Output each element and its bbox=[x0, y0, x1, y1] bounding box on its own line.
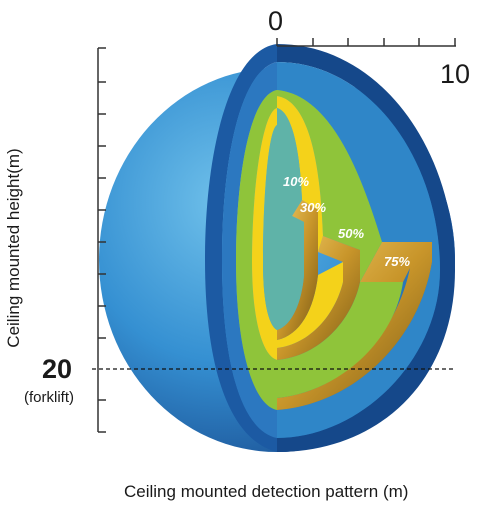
x-axis-label: Ceiling mounted detection pattern (m) bbox=[124, 482, 409, 501]
zone-gold-rim-50 bbox=[277, 236, 360, 360]
zone-30-lower bbox=[277, 262, 343, 348]
section-left-teal bbox=[263, 125, 277, 330]
label-75: 75% bbox=[384, 254, 410, 269]
zone-gold-rim-30 bbox=[277, 200, 318, 340]
section-left-blue bbox=[222, 62, 277, 438]
zone-75 bbox=[277, 62, 440, 438]
zone-10 bbox=[277, 108, 304, 330]
forklift-note: (forklift) bbox=[24, 389, 74, 406]
depth-mark-label: 20 bbox=[42, 354, 72, 384]
zone-30 bbox=[277, 96, 323, 252]
zone-50-lower bbox=[277, 282, 403, 398]
zone-outer-band bbox=[277, 44, 455, 452]
top-end-label: 10 bbox=[440, 59, 470, 89]
label-10: 10% bbox=[283, 174, 309, 189]
y-axis-label: Ceiling mounted height(m) bbox=[4, 148, 23, 348]
zone-gold-rim-75 bbox=[277, 242, 432, 410]
left-axis-ticks bbox=[98, 47, 106, 433]
label-30: 30% bbox=[300, 200, 326, 215]
section-left-dark bbox=[205, 44, 277, 452]
zone-50 bbox=[277, 90, 382, 282]
top-axis-ticks bbox=[276, 38, 456, 46]
section-left-yellow bbox=[252, 108, 277, 360]
label-50: 50% bbox=[338, 226, 364, 241]
top-origin-label: 0 bbox=[268, 6, 283, 36]
section-left-green bbox=[236, 90, 277, 410]
